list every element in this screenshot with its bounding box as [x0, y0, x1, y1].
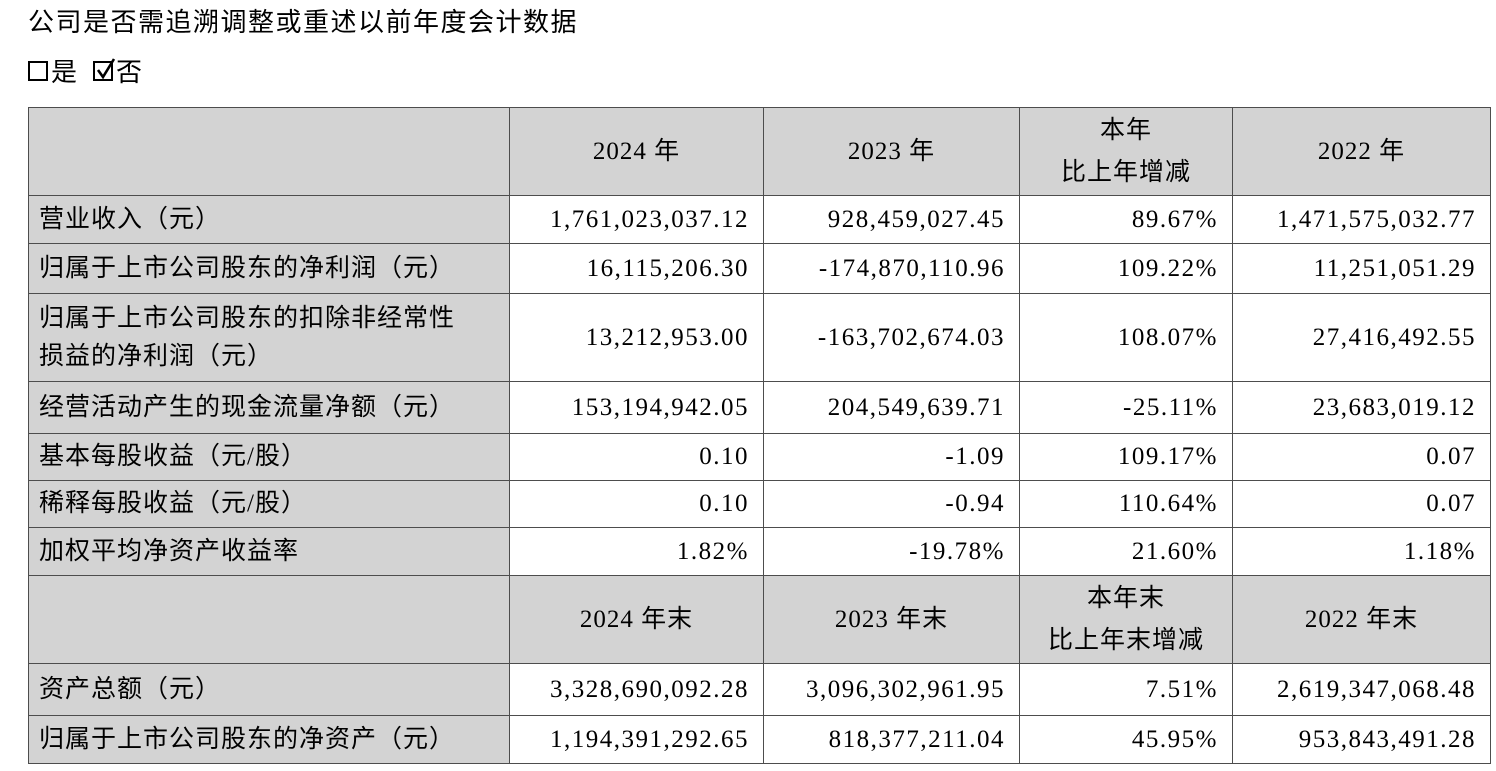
- cell-change: 21.60%: [1019, 527, 1233, 576]
- cell-change: 108.07%: [1019, 293, 1233, 382]
- header-2023: 2023 年: [763, 107, 1020, 196]
- cell-2024: 1.82%: [509, 527, 764, 576]
- row-label: 经营活动产生的现金流量净额（元）: [28, 381, 510, 434]
- table-row-operating-cash-flow: 经营活动产生的现金流量净额（元） 153,194,942.05 204,549,…: [28, 381, 1491, 434]
- header-2023-end: 2023 年末: [763, 575, 1020, 664]
- cell-2022: 27,416,492.55: [1232, 293, 1491, 382]
- table-row-net-profit: 归属于上市公司股东的净利润（元） 16,115,206.30 -174,870,…: [28, 243, 1491, 294]
- table-row-weighted-roe: 加权平均净资产收益率 1.82% -19.78% 21.60% 1.18%: [28, 527, 1491, 576]
- table-row-diluted-eps: 稀释每股收益（元/股） 0.10 -0.94 110.64% 0.07: [28, 480, 1491, 528]
- cell-2023: 928,459,027.45: [763, 195, 1020, 244]
- cell-2022: 23,683,019.12: [1232, 381, 1491, 434]
- cell-2023: -0.94: [763, 480, 1020, 528]
- cell-2022: 0.07: [1232, 433, 1491, 481]
- header-2024-end: 2024 年末: [509, 575, 764, 664]
- table-row-total-assets: 资产总额（元） 3,328,690,092.28 3,096,302,961.9…: [28, 663, 1491, 716]
- row-label: 稀释每股收益（元/股）: [28, 480, 510, 528]
- checkbox-yes-unchecked-icon: [28, 60, 48, 81]
- cell-change: -25.11%: [1019, 381, 1233, 434]
- checkbox-yes-label: 是: [51, 58, 78, 87]
- row-label: 归属于上市公司股东的净资产（元）: [28, 715, 510, 764]
- cell-2022: 0.07: [1232, 480, 1491, 528]
- header-corner-cell: [28, 107, 510, 196]
- checkbox-no-checked-icon: [93, 57, 116, 81]
- header-corner-cell: [28, 575, 510, 664]
- header-yoy-change: 本年 比上年增减: [1019, 107, 1233, 196]
- row-label: 资产总额（元）: [28, 663, 510, 716]
- header-yearend-change: 本年末 比上年末增减: [1019, 575, 1233, 664]
- cell-2024: 16,115,206.30: [509, 243, 764, 294]
- cell-change: 7.51%: [1019, 663, 1233, 716]
- header-2024: 2024 年: [509, 107, 764, 196]
- cell-2024: 1,194,391,292.65: [509, 715, 764, 764]
- row-label: 归属于上市公司股东的净利润（元）: [28, 243, 510, 294]
- cell-2022: 11,251,051.29: [1232, 243, 1491, 294]
- row-label: 营业收入（元）: [28, 195, 510, 244]
- checkbox-row: 是 否: [28, 52, 142, 89]
- table-row-net-assets: 归属于上市公司股东的净资产（元） 1,194,391,292.65 818,37…: [28, 715, 1491, 764]
- cell-2024: 13,212,953.00: [509, 293, 764, 382]
- financial-summary-table: 2024 年 2023 年 本年 比上年增减 2022 年 营业收入（元） 1,…: [28, 107, 1491, 764]
- cell-2023: -19.78%: [763, 527, 1020, 576]
- table-header-row-annual: 2024 年 2023 年 本年 比上年增减 2022 年: [28, 107, 1491, 196]
- cell-2024: 3,328,690,092.28: [509, 663, 764, 716]
- cell-2023: 3,096,302,961.95: [763, 663, 1020, 716]
- cell-2022: 953,843,491.28: [1232, 715, 1491, 764]
- table-header-row-yearend: 2024 年末 2023 年末 本年末 比上年末增减 2022 年末: [28, 575, 1491, 664]
- cell-2022: 1,471,575,032.77: [1232, 195, 1491, 244]
- cell-change: 109.22%: [1019, 243, 1233, 294]
- row-label: 归属于上市公司股东的扣除非经常性损益的净利润（元）: [28, 293, 510, 382]
- cell-2024: 1,761,023,037.12: [509, 195, 764, 244]
- cell-change: 89.67%: [1019, 195, 1233, 244]
- cell-2023: -1.09: [763, 433, 1020, 481]
- cell-change: 110.64%: [1019, 480, 1233, 528]
- table-row-net-profit-excl-nonrecurring: 归属于上市公司股东的扣除非经常性损益的净利润（元） 13,212,953.00 …: [28, 293, 1491, 382]
- cell-change: 109.17%: [1019, 433, 1233, 481]
- question-text: 公司是否需追溯调整或重述以前年度会计数据: [28, 8, 579, 37]
- cell-2024: 153,194,942.05: [509, 381, 764, 434]
- header-2022-end: 2022 年末: [1232, 575, 1491, 664]
- checkbox-no-label: 否: [116, 58, 143, 87]
- header-2022: 2022 年: [1232, 107, 1491, 196]
- table-row-revenue: 营业收入（元） 1,761,023,037.12 928,459,027.45 …: [28, 195, 1491, 244]
- cell-2023: -163,702,674.03: [763, 293, 1020, 382]
- cell-2022: 1.18%: [1232, 527, 1491, 576]
- checkbox-option-yes: 是: [28, 52, 77, 89]
- row-label: 基本每股收益（元/股）: [28, 433, 510, 481]
- cell-2022: 2,619,347,068.48: [1232, 663, 1491, 716]
- cell-change: 45.95%: [1019, 715, 1233, 764]
- checkbox-option-no: 否: [93, 52, 142, 89]
- cell-2024: 0.10: [509, 433, 764, 481]
- row-label: 加权平均净资产收益率: [28, 527, 510, 576]
- cell-2023: 818,377,211.04: [763, 715, 1020, 764]
- cell-2023: 204,549,639.71: [763, 381, 1020, 434]
- table-row-basic-eps: 基本每股收益（元/股） 0.10 -1.09 109.17% 0.07: [28, 433, 1491, 481]
- cell-2024: 0.10: [509, 480, 764, 528]
- cell-2023: -174,870,110.96: [763, 243, 1020, 294]
